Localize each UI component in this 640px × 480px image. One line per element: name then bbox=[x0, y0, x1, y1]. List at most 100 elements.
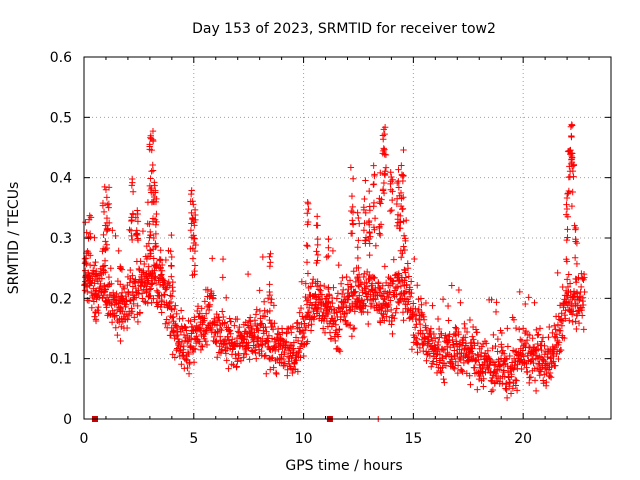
data-point bbox=[400, 232, 408, 239]
data-point bbox=[203, 325, 210, 333]
data-point bbox=[273, 370, 280, 378]
data-point bbox=[452, 332, 460, 339]
data-point bbox=[225, 324, 232, 331]
data-point bbox=[252, 311, 260, 318]
data-point bbox=[268, 335, 276, 342]
data-point bbox=[100, 267, 107, 274]
data-point bbox=[438, 330, 445, 337]
data-point bbox=[101, 246, 109, 253]
data-point bbox=[380, 126, 388, 133]
data-point bbox=[525, 294, 532, 301]
data-point bbox=[262, 323, 269, 331]
data-point bbox=[354, 254, 362, 262]
data-point bbox=[558, 322, 566, 330]
data-point bbox=[191, 247, 199, 255]
data-point bbox=[247, 318, 254, 325]
data-point bbox=[531, 299, 538, 306]
data-point bbox=[102, 238, 109, 245]
data-point bbox=[494, 348, 501, 355]
data-point bbox=[95, 303, 102, 311]
data-point bbox=[149, 161, 156, 169]
data-point bbox=[441, 379, 448, 386]
data-point bbox=[569, 318, 576, 326]
data-point bbox=[191, 262, 199, 269]
data-point bbox=[284, 366, 291, 374]
data-point bbox=[557, 346, 565, 354]
data-point bbox=[400, 146, 407, 154]
data-point bbox=[546, 323, 553, 331]
data-point bbox=[354, 244, 361, 251]
data-point bbox=[496, 361, 503, 369]
data-point bbox=[136, 309, 144, 316]
data-point bbox=[564, 283, 572, 291]
data-point bbox=[167, 298, 175, 306]
data-point bbox=[150, 295, 157, 302]
data-point bbox=[471, 364, 478, 371]
data-point bbox=[191, 222, 198, 229]
data-point bbox=[202, 337, 209, 345]
data-point bbox=[402, 269, 409, 276]
data-point bbox=[512, 324, 520, 332]
data-point bbox=[181, 323, 188, 330]
data-point bbox=[152, 274, 159, 281]
data-point bbox=[580, 301, 587, 309]
data-point bbox=[96, 271, 104, 278]
data-point bbox=[152, 221, 160, 228]
data-point bbox=[492, 308, 500, 316]
data-point bbox=[263, 370, 270, 377]
data-point bbox=[145, 293, 152, 301]
data-point bbox=[147, 232, 154, 239]
data-point bbox=[303, 242, 310, 249]
data-point bbox=[398, 171, 406, 178]
data-point bbox=[219, 255, 227, 263]
data-point bbox=[88, 304, 96, 311]
data-point bbox=[244, 270, 252, 278]
data-point bbox=[245, 317, 253, 324]
data-point bbox=[423, 357, 430, 364]
data-point bbox=[568, 202, 576, 210]
x-tick-label: 5 bbox=[189, 431, 198, 447]
data-point bbox=[360, 273, 367, 281]
data-point bbox=[138, 278, 145, 285]
data-point bbox=[267, 366, 274, 373]
data-point bbox=[435, 338, 442, 346]
data-point bbox=[350, 325, 357, 333]
data-point bbox=[402, 237, 409, 245]
data-point bbox=[347, 164, 355, 171]
data-point bbox=[202, 328, 209, 336]
data-point bbox=[256, 287, 263, 294]
data-point bbox=[319, 325, 327, 332]
data-point bbox=[158, 309, 165, 316]
data-point bbox=[325, 235, 332, 243]
data-point bbox=[571, 254, 579, 261]
data-point bbox=[366, 187, 373, 195]
data-point bbox=[467, 381, 474, 388]
data-point bbox=[365, 235, 373, 243]
data-point bbox=[488, 296, 495, 303]
data-point bbox=[401, 277, 408, 284]
data-point bbox=[288, 355, 295, 362]
data-point bbox=[361, 220, 368, 227]
data-point bbox=[545, 333, 552, 341]
data-point bbox=[213, 310, 220, 318]
data-point bbox=[180, 351, 187, 359]
data-point bbox=[397, 247, 405, 254]
data-point bbox=[350, 289, 358, 297]
data-point bbox=[395, 270, 402, 277]
data-point bbox=[456, 346, 463, 353]
data-point bbox=[186, 360, 193, 368]
data-point bbox=[294, 368, 302, 375]
data-point bbox=[253, 355, 260, 362]
data-point bbox=[376, 224, 383, 232]
data-point bbox=[81, 260, 89, 267]
data-point bbox=[389, 188, 396, 195]
data-point bbox=[534, 331, 541, 339]
data-point bbox=[436, 351, 444, 358]
data-point bbox=[189, 323, 196, 331]
data-point bbox=[140, 298, 148, 305]
data-point bbox=[150, 255, 157, 262]
data-point bbox=[201, 298, 209, 305]
data-point bbox=[381, 146, 388, 153]
data-point bbox=[101, 282, 108, 289]
data-point bbox=[569, 167, 577, 175]
